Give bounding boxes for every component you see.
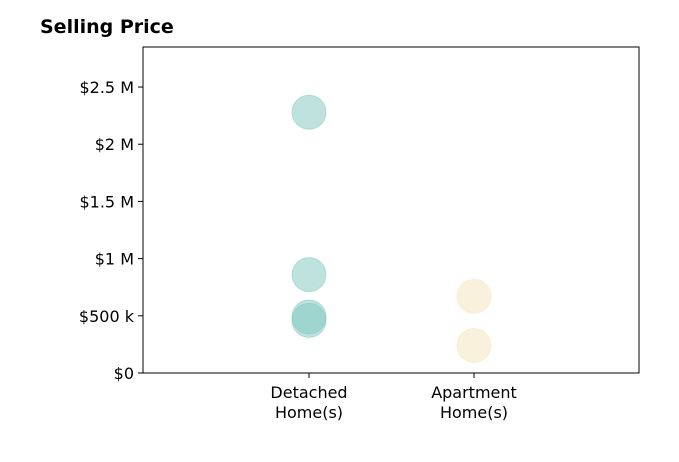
plot-area [142, 46, 640, 374]
x-axis: Detached Home(s) Apartment Home(s) [270, 373, 517, 422]
x-tick-label: Detached Home(s) [270, 383, 347, 422]
y-axis: $0 $500 k $1 M $1.5 M $2 M $2.5 M [79, 78, 143, 383]
data-point [291, 94, 327, 130]
y-tick-label: $0 [114, 364, 134, 383]
y-tick-label: $1 M [95, 250, 134, 269]
y-tick-label: $1.5 M [79, 192, 134, 211]
y-tick-label: $500 k [79, 307, 135, 326]
data-points [291, 94, 492, 364]
data-point [456, 278, 492, 314]
data-point [291, 302, 327, 338]
data-point [291, 257, 327, 293]
chart-title: Selling Price [40, 16, 174, 38]
y-tick-label: $2 M [95, 135, 134, 154]
data-point [456, 328, 492, 364]
y-tick-label: $2.5 M [79, 78, 134, 97]
x-tick-label: Apartment Home(s) [431, 383, 517, 422]
